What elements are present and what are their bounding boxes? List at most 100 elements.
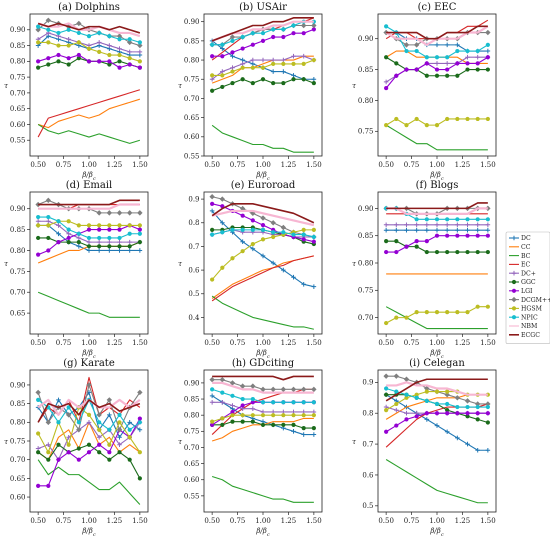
panel-3: (c) EEC 0.50 0.75 1.00 1.25 1.50 0.75 0.80 0.85 0…: [352, 2, 497, 182]
data-point: [97, 420, 102, 425]
series-line-ecgc: [37, 22, 141, 34]
data-point: [127, 427, 132, 432]
data-point: [485, 217, 490, 222]
data-point: [434, 233, 440, 238]
data-point: [394, 401, 399, 407]
data-point: [117, 235, 122, 241]
x-tick-label: 0.75: [230, 161, 246, 169]
data-point: [250, 57, 256, 63]
data-point: [240, 403, 245, 408]
data-point: [291, 23, 296, 28]
data-point: [106, 397, 113, 403]
x-tick-label: 1.00: [255, 161, 271, 169]
data-point: [35, 201, 41, 208]
data-point: [454, 395, 461, 401]
y-axis-label: τ: [178, 438, 182, 446]
data-point: [46, 442, 51, 448]
data-point: [445, 401, 450, 407]
data-point: [76, 446, 81, 451]
series-group: [209, 375, 317, 503]
data-point: [424, 411, 429, 416]
series-line-bc: [385, 459, 488, 504]
y-axis-label: τ: [352, 438, 356, 446]
x-axis-label: β/βc: [429, 171, 443, 182]
data-point: [270, 260, 276, 266]
data-point: [455, 42, 460, 48]
data-point: [210, 73, 215, 78]
data-point: [46, 56, 51, 61]
series-line-ecgc: [211, 203, 315, 224]
data-point: [46, 223, 51, 228]
data-point: [97, 30, 102, 36]
data-point: [414, 310, 419, 315]
data-point: [46, 27, 51, 32]
data-point: [465, 414, 470, 419]
legend-item: NPIC: [509, 314, 538, 321]
series-line-nbm: [386, 207, 488, 215]
x-tick-label: 1.50: [132, 339, 148, 347]
data-point: [475, 411, 480, 416]
data-point: [465, 310, 470, 315]
data-point: [384, 123, 389, 128]
data-point: [97, 59, 102, 64]
data-point: [260, 400, 266, 405]
data-point: [66, 36, 71, 42]
data-point: [394, 249, 399, 255]
data-point: [239, 383, 246, 389]
data-point: [209, 376, 215, 383]
y-tick-label: 0.65: [184, 114, 200, 122]
data-point: [250, 227, 255, 232]
data-point: [301, 413, 306, 418]
data-point: [240, 61, 245, 67]
x-tick-label: 1.00: [429, 339, 445, 347]
data-point: [86, 412, 92, 417]
data-point: [270, 220, 276, 226]
data-point: [107, 450, 112, 455]
data-point: [404, 222, 409, 228]
panel-6: (f) Blogs 0.50 0.75 1.00 1.25 1.50 0.70 0.75 0.8…: [352, 180, 497, 360]
data-point: [301, 237, 306, 242]
data-point: [97, 427, 102, 432]
data-point: [291, 77, 296, 82]
data-point: [107, 43, 112, 48]
data-point: [424, 217, 429, 222]
data-point: [260, 31, 266, 36]
data-point: [455, 217, 460, 222]
x-tick-label: 1.50: [306, 161, 322, 169]
data-point: [209, 208, 215, 214]
data-point: [210, 422, 215, 427]
data-point: [434, 389, 440, 394]
data-point: [311, 284, 317, 289]
legend-label: NBM: [521, 323, 538, 330]
data-point: [97, 49, 102, 54]
panel-title: (g) Karate: [63, 358, 115, 369]
data-point: [137, 240, 142, 245]
x-axis-label: β/βc: [81, 171, 95, 182]
y-tick-label: 0.8: [188, 219, 199, 227]
legend-marker: [511, 279, 517, 285]
y-tick-label: 0.9: [188, 196, 199, 204]
data-point: [117, 223, 122, 228]
data-point: [116, 33, 123, 39]
data-point: [455, 435, 460, 441]
data-point: [210, 54, 215, 59]
data-point: [311, 386, 317, 393]
legend-label: DC+: [521, 270, 536, 277]
data-point: [271, 234, 276, 240]
data-point: [36, 65, 41, 70]
data-point: [311, 239, 316, 244]
series-line-bc: [385, 306, 488, 330]
data-point: [465, 233, 470, 238]
data-point: [116, 210, 123, 216]
legend-label: ECGC: [521, 332, 540, 339]
series-line-lgi: [212, 203, 314, 243]
data-point: [97, 227, 102, 232]
data-point: [260, 422, 266, 427]
data-point: [250, 396, 255, 402]
data-point: [475, 233, 480, 238]
data-point: [117, 244, 122, 249]
data-point: [66, 219, 71, 224]
data-point: [455, 310, 460, 315]
data-point: [66, 235, 71, 241]
data-point: [127, 420, 132, 425]
